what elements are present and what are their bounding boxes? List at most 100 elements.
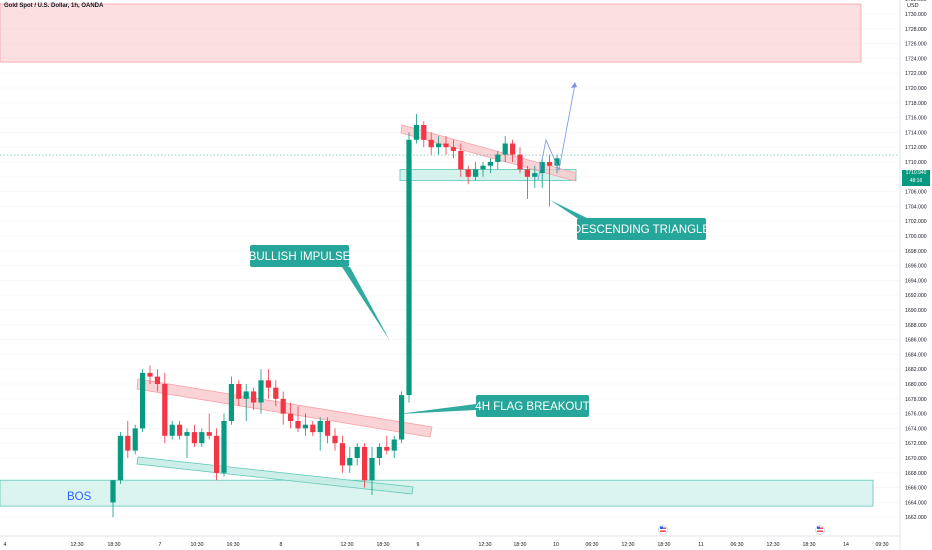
- price-tick-label: 1680.000: [905, 382, 927, 388]
- us-flag-event-icon: [817, 530, 823, 532]
- candle-down: [295, 421, 301, 429]
- candle-up: [228, 384, 234, 421]
- time-tick-label: 18:30: [803, 542, 816, 548]
- candle-down: [465, 169, 471, 177]
- price-tick-label: 1692.000: [905, 293, 927, 299]
- candle-up: [302, 424, 308, 429]
- flag-breakout-label-pointer: [398, 404, 476, 414]
- price-tick-label: 1722.000: [905, 71, 927, 77]
- candle-down: [362, 446, 368, 481]
- candle-down: [310, 424, 316, 433]
- current-price-tag: 1710.940 48:16: [902, 170, 930, 186]
- time-axis[interactable]: 4 12:30 18:30 7 10:30 16:30 8 12:30 18:30 9 12:30 1…: [0, 525, 900, 549]
- candles[interactable]: [110, 113, 560, 518]
- candle-down: [280, 398, 286, 414]
- price-tick-label: 1704.000: [905, 204, 927, 210]
- candle-up: [473, 169, 479, 177]
- price-tick-label: 1702.000: [905, 219, 927, 225]
- candle-up: [532, 173, 538, 177]
- candle-up: [406, 139, 412, 396]
- candle-up: [221, 421, 227, 473]
- price-tick-label: 1676.000: [905, 412, 927, 418]
- candle-down: [288, 413, 294, 421]
- descending-triangle-label-text: DESCENDING TRIANGLE: [573, 224, 711, 236]
- chart-title: Gold Spot / U.S. Dollar, 1h, OANDA: [4, 3, 104, 9]
- price-tick-label: 1714.000: [905, 130, 927, 136]
- candle-down: [384, 446, 390, 451]
- time-tick-label: 16:30: [227, 542, 240, 548]
- candle-up: [184, 432, 190, 436]
- candle-down: [147, 372, 153, 377]
- candle-up: [347, 458, 353, 466]
- price-tick-label: 1712.000: [905, 145, 927, 151]
- projection-path: [537, 83, 576, 181]
- demand-zone-bos: [0, 479, 874, 507]
- candle-up: [243, 391, 249, 399]
- candle-down: [517, 154, 523, 170]
- time-tick-label: 11: [698, 542, 703, 548]
- price-tick-label: 1668.000: [905, 471, 927, 477]
- time-tick-label: 12:30: [622, 542, 635, 548]
- bullish-impulse-label-pointer: [342, 267, 390, 341]
- price-tick-label: 1710.000: [905, 160, 927, 166]
- flag-support-channel: [136, 456, 414, 495]
- candle-down: [547, 162, 553, 166]
- candle-down: [154, 376, 160, 384]
- time-tick-label: 06:30: [731, 542, 744, 548]
- projection-arrowhead-icon: [571, 82, 577, 88]
- bos-label: BOS: [67, 491, 92, 503]
- price-tick-label: 1682.000: [905, 367, 927, 373]
- current-price-value: 1710.940: [905, 170, 927, 176]
- time-tick-label: 8: [280, 542, 283, 548]
- annotation-labels: BULLISH IMPULSE 4H FLAG BREAKOUT DESCENDIN…: [67, 200, 710, 503]
- price-tick-label: 1730.000: [905, 12, 927, 18]
- time-tick-label: 12:30: [341, 542, 354, 548]
- price-tick-label: 1666.000: [905, 486, 927, 492]
- candle-down: [125, 435, 131, 451]
- time-tick-label: 9: [417, 542, 420, 548]
- candle-down: [428, 139, 434, 148]
- time-tick-label: 4: [4, 542, 7, 548]
- time-tick-label: 14: [843, 542, 849, 548]
- time-tick-label: 10: [553, 542, 559, 548]
- descending-triangle-label-box: [577, 218, 706, 240]
- us-flag-event-icon: [660, 530, 666, 532]
- candle-down: [236, 384, 242, 399]
- descending-triangle-label-pointer: [550, 200, 587, 218]
- candle-up: [413, 125, 419, 140]
- us-flag-event-icon: [660, 526, 663, 529]
- price-tick-label: 1690.000: [905, 308, 927, 314]
- candle-down: [443, 143, 449, 148]
- candle-down: [510, 143, 516, 155]
- time-tick-label: 18:30: [514, 542, 527, 548]
- candle-up: [399, 395, 405, 440]
- price-tick-label: 1684.000: [905, 352, 927, 358]
- candle-up: [487, 162, 493, 166]
- candle-down: [332, 435, 338, 444]
- price-tick-label: 1698.000: [905, 249, 927, 255]
- candle-down: [524, 169, 530, 177]
- price-tick-label: 1674.000: [905, 426, 927, 432]
- price-tick-label: 1700.000: [905, 234, 927, 240]
- time-tick-label: 7: [159, 542, 162, 548]
- price-tick-label: 1706.000: [905, 190, 927, 196]
- us-flag-event-icon: [817, 526, 820, 529]
- candle-down: [214, 435, 220, 473]
- overlay-drawings: [0, 82, 900, 181]
- candle-down: [458, 150, 464, 170]
- candle-down: [339, 443, 345, 466]
- candle-up: [480, 165, 486, 170]
- candle-up: [354, 446, 360, 458]
- grid-lines: [0, 13, 900, 518]
- currency-label: USD: [907, 3, 919, 9]
- time-tick-label: 09:30: [876, 542, 889, 548]
- candle-up: [199, 432, 205, 444]
- price-axis[interactable]: 1662.000 1664.000 1666.000 1668.000 1670.000…: [899, 0, 927, 550]
- candle-up: [369, 458, 375, 481]
- bar-countdown: 48:16: [909, 177, 923, 184]
- price-tick-label: 1724.000: [905, 56, 927, 62]
- price-tick-label: 1670.000: [905, 456, 927, 462]
- time-tick-label: 18:30: [658, 542, 671, 548]
- time-tick-label: 12:30: [767, 542, 780, 548]
